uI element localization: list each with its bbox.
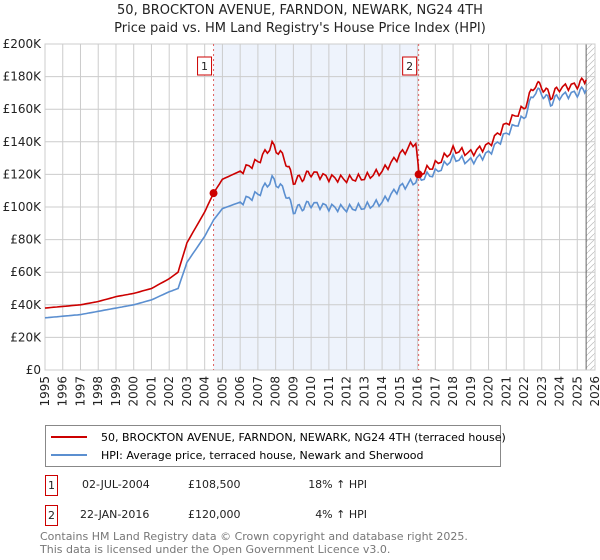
y-tick-label: £180K [3,70,43,84]
sale-badge-box [402,56,418,76]
y-tick-label: £120K [3,167,43,181]
x-tick-label: 1996 [56,376,70,407]
x-tick-label: 2018 [446,376,460,407]
x-tick-label: 2024 [553,376,567,407]
x-tick-label: 2019 [464,376,478,407]
transaction-badge: 1 [45,475,58,496]
x-tick-label: 2026 [588,376,600,407]
y-tick-label: £140K [3,135,43,149]
x-tick-label: 2000 [127,376,141,407]
y-tick-label: £40K [10,298,42,312]
x-tick-label: 2004 [198,376,212,407]
footer-copyright: Contains HM Land Registry data © Crown c… [40,530,468,543]
x-tick-label: 2008 [269,376,283,407]
sale-badge-label: 1 [201,60,208,73]
legend-label: 50, BROCKTON AVENUE, FARNDON, NEWARK, NG… [101,430,506,444]
footer-licence: This data is licensed under the Open Gov… [40,543,391,556]
plot-frame [44,43,596,371]
y-tick-label: £0 [26,363,41,377]
blue-line-swatch [51,454,87,456]
price-chart: 1995 1996 1997 1998 1999 2000 2001 2002 2003 2004… [3,37,600,407]
sale-point [414,170,423,179]
property-series-line [44,76,587,309]
x-tick-label: 2014 [375,376,389,407]
sale-badge-box [197,56,213,76]
transaction-price: £108,500 [188,478,241,491]
hpi-series-line [44,85,587,319]
x-tick-label: 2013 [357,376,371,407]
x-tick-label: 2025 [570,376,584,407]
x-tick-label: 2009 [286,376,300,407]
x-tick-label: 2012 [340,376,354,407]
x-tick-label: 2007 [251,376,265,407]
y-tick-label: £200K [3,37,43,51]
x-tick-label: 2016 [411,376,425,407]
legend-item-property: 50, BROCKTON AVENUE, FARNDON, NEWARK, NG… [46,429,506,445]
sale-point [209,189,218,198]
y-tick-label: £20K [10,330,42,344]
x-tick-label: 2015 [393,376,407,407]
legend-label: HPI: Average price, terraced house, Newa… [101,448,424,462]
x-tick-label: 2020 [482,376,496,407]
x-tick-label: 1995 [38,376,52,407]
x-tick-label: 2003 [180,376,194,407]
y-tick-label: £60K [10,265,42,279]
x-tick-label: 2002 [162,376,176,407]
x-tick-label: 2011 [322,376,336,407]
x-tick-label: 2005 [215,376,229,407]
transaction-date: 02-JUL-2004 [82,478,150,491]
transaction-date: 22-JAN-2016 [80,508,150,521]
x-tick-label: 2017 [428,376,442,407]
legend-item-hpi: HPI: Average price, terraced house, Newa… [46,447,424,463]
y-tick-label: £80K [10,233,42,247]
x-tick-label: 1999 [109,376,123,407]
x-tick-label: 2001 [144,376,158,407]
transaction-badge: 2 [45,505,58,526]
footer: Contains HM Land Registry data © Crown c… [40,530,468,556]
x-tick-label: 2021 [499,376,513,407]
chart-subtitle: Price paid vs. HM Land Registry's House … [114,21,486,36]
x-tick-label: 1998 [91,376,105,407]
x-tick-label: 2006 [233,376,247,407]
transaction-hpi: 18% ↑ HPI [308,478,367,491]
y-tick-label: £100K [3,200,43,214]
transaction-price: £120,000 [188,508,241,521]
transaction-hpi: 4% ↑ HPI [315,508,367,521]
red-line-swatch [51,436,87,438]
legend: 50, BROCKTON AVENUE, FARNDON, NEWARK, NG… [45,425,506,467]
x-tick-label: 2010 [304,376,318,407]
chart-title: 50, BROCKTON AVENUE, FARNDON, NEWARK, NG… [117,3,483,18]
x-tick-label: 1997 [73,376,87,407]
x-tick-label: 2023 [535,376,549,407]
sale-badge-label: 2 [406,60,413,73]
x-tick-label: 2022 [517,376,531,407]
y-tick-label: £160K [3,102,43,116]
